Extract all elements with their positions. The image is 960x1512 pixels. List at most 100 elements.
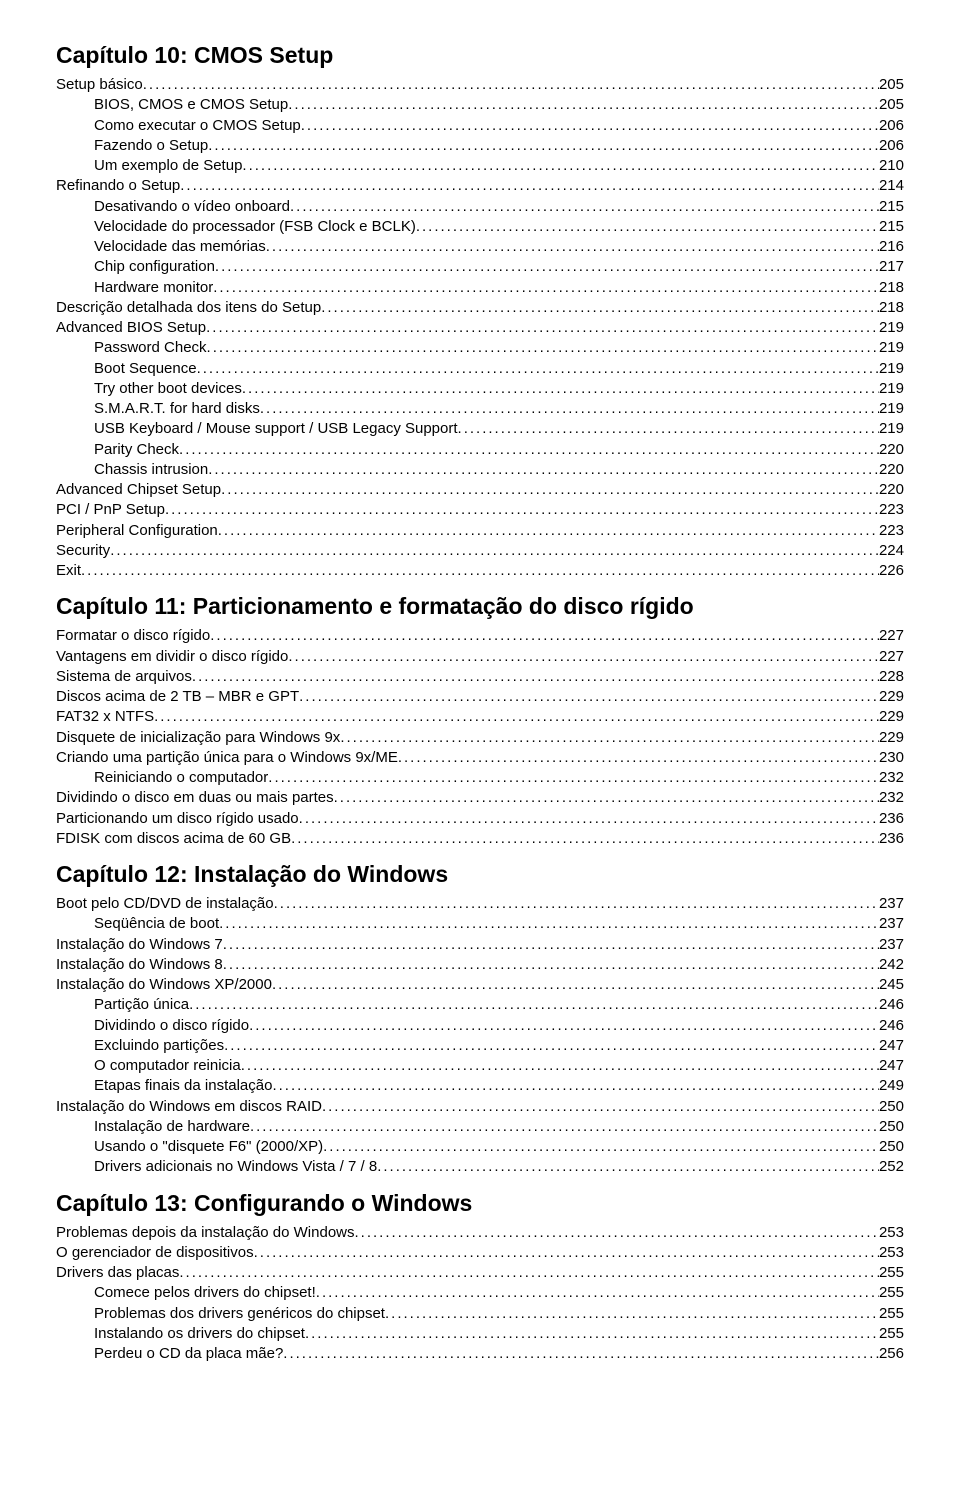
toc-entry: Setup básico 205 [56, 75, 904, 95]
toc-label: Refinando o Setup [56, 176, 180, 196]
toc-leader-dots [377, 1157, 879, 1177]
toc-entry: Refinando o Setup214 [56, 176, 904, 196]
toc-page-number: 237 [879, 894, 904, 914]
toc-label: O gerenciador de dispositivos [56, 1243, 254, 1263]
toc-label: Partição única [94, 995, 189, 1015]
toc-leader-dots [192, 667, 879, 687]
toc-leader-dots [288, 95, 879, 115]
toc-entry: O gerenciador de dispositivos 253 [56, 1243, 904, 1263]
toc-leader-dots [206, 318, 879, 338]
toc-page-number: 219 [879, 318, 904, 338]
toc-page-number: 206 [879, 116, 904, 136]
toc-leader-dots [340, 728, 879, 748]
toc-page-number: 246 [879, 1016, 904, 1036]
toc-label: Descrição detalhada dos itens do Setup [56, 298, 321, 318]
toc-page-number: 249 [879, 1076, 904, 1096]
toc-label: Criando uma partição única para o Window… [56, 748, 398, 768]
toc-label: Usando o "disquete F6" (2000/XP) [94, 1137, 323, 1157]
toc-page-number: 224 [879, 541, 904, 561]
toc-label: Fazendo o Setup [94, 136, 208, 156]
toc-label: FDISK com discos acima de 60 GB [56, 829, 291, 849]
toc-leader-dots [260, 399, 879, 419]
toc-entry: Perdeu o CD da placa mãe?256 [56, 1344, 904, 1364]
toc-entry: Security 224 [56, 541, 904, 561]
toc-label: BIOS, CMOS e CMOS Setup [94, 95, 288, 115]
toc-label: Setup básico [56, 75, 143, 95]
toc-label: Password Check [94, 338, 207, 358]
toc-leader-dots [210, 626, 879, 646]
toc-label: Sistema de arquivos [56, 667, 192, 687]
toc-entry: Como executar o CMOS Setup 206 [56, 116, 904, 136]
toc-label: Instalação do Windows em discos RAID [56, 1097, 322, 1117]
toc-entry: Reiniciando o computador232 [56, 768, 904, 788]
toc-page-number: 250 [879, 1137, 904, 1157]
toc-leader-dots [299, 809, 879, 829]
toc-entry: Boot pelo CD/DVD de instalação237 [56, 894, 904, 914]
toc-page-number: 246 [879, 995, 904, 1015]
toc-leader-dots [272, 975, 879, 995]
toc-label: Reiniciando o computador [94, 768, 268, 788]
toc-page-number: 226 [879, 561, 904, 581]
toc-entry: BIOS, CMOS e CMOS Setup 205 [56, 95, 904, 115]
toc-page-number: 210 [879, 156, 904, 176]
toc-entry: Descrição detalhada dos itens do Setup21… [56, 298, 904, 318]
toc-entry: Advanced Chipset Setup220 [56, 480, 904, 500]
toc-page-number: 229 [879, 687, 904, 707]
toc-entry: Sistema de arquivos228 [56, 667, 904, 687]
toc-page-number: 220 [879, 460, 904, 480]
toc-page-number: 215 [879, 217, 904, 237]
toc-label: S.M.A.R.T. for hard disks [94, 399, 260, 419]
toc-entry: Try other boot devices219 [56, 379, 904, 399]
toc-page-number: 217 [879, 257, 904, 277]
toc-label: Desativando o vídeo onboard [94, 197, 290, 217]
toc-leader-dots [242, 156, 879, 176]
toc-label: Disquete de inicialização para Windows 9… [56, 728, 340, 748]
toc-leader-dots [322, 1097, 879, 1117]
toc-page-number: 247 [879, 1056, 904, 1076]
toc-label: Como executar o CMOS Setup [94, 116, 301, 136]
toc-entry: Um exemplo de Setup210 [56, 156, 904, 176]
toc-leader-dots [154, 707, 879, 727]
toc-leader-dots [305, 1324, 879, 1344]
toc-leader-dots [208, 136, 879, 156]
toc-entry: Advanced BIOS Setup219 [56, 318, 904, 338]
toc-label: Formatar o disco rígido [56, 626, 210, 646]
toc-leader-dots [219, 914, 879, 934]
toc-leader-dots [207, 338, 879, 358]
toc-label: Dividindo o disco em duas ou mais partes [56, 788, 334, 808]
toc-page-number: 250 [879, 1117, 904, 1137]
toc-leader-dots [223, 935, 879, 955]
toc-leader-dots [266, 237, 879, 257]
toc-entry: USB Keyboard / Mouse support / USB Legac… [56, 419, 904, 439]
toc-leader-dots [268, 768, 879, 788]
toc-entry: Instalação do Windows 7237 [56, 935, 904, 955]
toc-label: Discos acima de 2 TB – MBR e GPT [56, 687, 299, 707]
toc-leader-dots [458, 419, 879, 439]
toc-page-number: 205 [879, 95, 904, 115]
toc-leader-dots [81, 561, 879, 581]
toc-page-number: 255 [879, 1304, 904, 1324]
toc-page-number: 205 [879, 75, 904, 95]
toc-entry: PCI / PnP Setup223 [56, 500, 904, 520]
toc-leader-dots [385, 1304, 879, 1324]
toc-page-number: 242 [879, 955, 904, 975]
toc-leader-dots [110, 541, 879, 561]
toc-label: USB Keyboard / Mouse support / USB Legac… [94, 419, 458, 439]
toc-label: Parity Check [94, 440, 179, 460]
toc-leader-dots [179, 1263, 879, 1283]
toc-leader-dots [283, 1344, 879, 1364]
chapter-title: Capítulo 13: Configurando o Windows [56, 1188, 904, 1219]
toc-label: Seqüência de boot [94, 914, 219, 934]
toc-page-number: 247 [879, 1036, 904, 1056]
toc-page-number: 245 [879, 975, 904, 995]
toc-label: Security [56, 541, 110, 561]
toc-leader-dots [223, 955, 879, 975]
toc-page-number: 229 [879, 707, 904, 727]
toc-label: Velocidade das memórias [94, 237, 266, 257]
toc-page-number: 253 [879, 1243, 904, 1263]
toc-entry: Hardware monitor218 [56, 278, 904, 298]
toc-label: Instalação de hardware [94, 1117, 250, 1137]
toc-page-number: 236 [879, 829, 904, 849]
toc-leader-dots [321, 298, 879, 318]
toc-page-number: 227 [879, 647, 904, 667]
